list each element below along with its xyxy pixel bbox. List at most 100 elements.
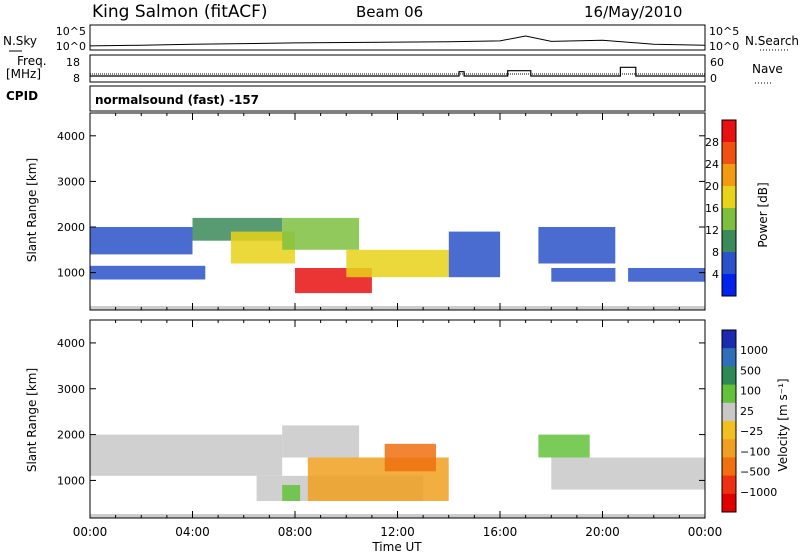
power-cells bbox=[90, 217, 705, 310]
power-colorbar-segment bbox=[722, 164, 736, 187]
xtick-label: 08:00 bbox=[278, 525, 313, 539]
cpid-label: CPID bbox=[6, 89, 38, 103]
freq-panel: Freq. [MHz] Nave 18 8 60 0 bbox=[6, 54, 783, 85]
velocity-colorbar-tick: −500 bbox=[740, 466, 770, 479]
ytick-label: 4000 bbox=[57, 337, 85, 350]
scatter-region-6 bbox=[538, 434, 590, 458]
power-colorbar-segment bbox=[722, 252, 736, 275]
scatter-region-0 bbox=[90, 227, 193, 255]
velocity-colorbar-segment bbox=[722, 439, 736, 458]
power-ylabel: Slant Range [km] bbox=[25, 158, 39, 262]
power-colorbar-label: Power [dB] bbox=[756, 182, 770, 247]
scatter-region-1 bbox=[282, 425, 360, 458]
nsearch-label: N.Search bbox=[745, 34, 799, 48]
nave-tick-top: 60 bbox=[710, 56, 724, 69]
velocity-yaxis: 4000 3000 2000 1000 bbox=[57, 337, 705, 487]
velocity-colorbar-segment bbox=[722, 493, 736, 513]
scatter-region-7 bbox=[448, 231, 501, 278]
scatter-region-4 bbox=[384, 443, 436, 472]
scatter-region-6 bbox=[346, 249, 449, 278]
power-colorbar: 28 24 20 16 12 8 4 bbox=[705, 119, 737, 297]
velocity-ylabel: Slant Range [km] bbox=[25, 368, 39, 472]
nave-label: Nave bbox=[752, 62, 783, 76]
freq-traces bbox=[90, 66, 705, 77]
x-axis-title: Time UT bbox=[371, 540, 422, 554]
velocity-colorbar-segment bbox=[722, 366, 736, 386]
power-colorbar-tick: 24 bbox=[705, 158, 719, 171]
noise-tick-left-bottom: 10^0 bbox=[56, 40, 86, 53]
power-colorbar-segment bbox=[722, 208, 736, 231]
power-colorbar-segment bbox=[722, 142, 736, 165]
power-colorbar-segment bbox=[722, 186, 736, 209]
scatter-region-0 bbox=[90, 434, 283, 476]
velocity-colorbar-tick: 100 bbox=[740, 385, 761, 398]
freq-panel-frame bbox=[89, 54, 706, 83]
velocity-colorbar: 1000 500 100 25 −25 −100 −500 −1000 bbox=[721, 329, 777, 513]
velocity-colorbar-tick: 500 bbox=[740, 364, 761, 377]
scatter-region-7 bbox=[551, 457, 706, 490]
power-colorbar-segment bbox=[722, 120, 736, 143]
ytick-label: 1000 bbox=[57, 267, 85, 280]
power-panel: Slant Range [km] 4000 3000 2000 1000 28 24 20… bbox=[25, 112, 770, 311]
ytick-label: 2000 bbox=[57, 221, 85, 234]
noise-panel: N.Sky N.Search 10^5 10^0 10^5 10^0 bbox=[3, 24, 799, 53]
velocity-colorbar-segment bbox=[722, 475, 736, 495]
ytick-label: 4000 bbox=[57, 130, 85, 143]
power-colorbar-tick: 16 bbox=[705, 202, 719, 215]
velocity-colorbar-frame bbox=[721, 329, 737, 513]
power-colorbar-segment bbox=[722, 230, 736, 253]
velocity-colorbar-tick: −25 bbox=[740, 425, 763, 438]
scatter-region-1 bbox=[90, 265, 206, 280]
power-colorbar-tick: 28 bbox=[705, 136, 719, 149]
power-xaxis bbox=[89, 113, 706, 310]
scatter-region-4 bbox=[282, 217, 360, 250]
noise-traces bbox=[89, 35, 706, 47]
ytick-label: 3000 bbox=[57, 175, 85, 188]
ytick-label: 2000 bbox=[57, 429, 85, 442]
ytick-label: 3000 bbox=[57, 383, 85, 396]
freq-label-line1: Freq. bbox=[17, 54, 47, 68]
noise-panel-frame bbox=[89, 24, 706, 51]
noise-tick-right-bottom: 10^0 bbox=[709, 40, 739, 53]
scatter-region-9 bbox=[551, 268, 616, 282]
scatter-region-10 bbox=[628, 268, 705, 282]
scatter-region-5 bbox=[282, 485, 301, 501]
beam-title: Beam 06 bbox=[356, 3, 423, 21]
nsky-label: N.Sky bbox=[3, 34, 37, 48]
xtick-label: 00:00 bbox=[688, 525, 723, 539]
freq-label-line2: [MHz] bbox=[6, 67, 41, 81]
power-colorbar-frame bbox=[721, 119, 737, 297]
ytick-label: 1000 bbox=[57, 474, 85, 487]
xtick-label: 16:00 bbox=[483, 525, 518, 539]
power-colorbar-segment bbox=[722, 274, 736, 297]
velocity-xaxis: 00:00 04:00 08:00 12:00 16:00 20:00 00:00 bbox=[73, 320, 723, 539]
nave-tick-bottom: 0 bbox=[710, 72, 717, 85]
scatter-region-8 bbox=[538, 227, 616, 264]
cpid-panel-frame bbox=[89, 85, 706, 112]
freq-tick-top: 18 bbox=[66, 56, 80, 69]
velocity-colorbar-tick: −1000 bbox=[740, 486, 777, 499]
velocity-colorbar-segment bbox=[722, 384, 736, 404]
noise-tick-left-top: 10^5 bbox=[56, 25, 86, 38]
nsky-trace bbox=[89, 35, 706, 47]
power-yaxis: 4000 3000 2000 1000 bbox=[57, 130, 705, 280]
power-colorbar-tick: 12 bbox=[705, 224, 719, 237]
power-colorbar-tick: 8 bbox=[712, 246, 719, 259]
nave-trace bbox=[90, 66, 705, 77]
velocity-colorbar-tick: 25 bbox=[740, 405, 754, 418]
velocity-colorbar-segment bbox=[722, 330, 736, 349]
cpid-panel: CPID normalsound (fast) -157 bbox=[6, 85, 706, 112]
power-colorbar-tick: 4 bbox=[712, 268, 719, 281]
xtick-label: 12:00 bbox=[380, 525, 415, 539]
date-title: 16/May/2010 bbox=[584, 3, 682, 21]
station-title: King Salmon (fitACF) bbox=[92, 2, 268, 22]
velocity-panel: Slant Range [km] 4000 3000 2000 1000 00:00 0… bbox=[25, 319, 790, 554]
velocity-colorbar-segment bbox=[722, 348, 736, 367]
freq-tick-bottom: 8 bbox=[73, 72, 80, 85]
noise-tick-right-top: 10^5 bbox=[709, 25, 739, 38]
velocity-colorbar-tick: 1000 bbox=[740, 344, 768, 357]
xtick-label: 00:00 bbox=[73, 525, 108, 539]
power-colorbar-tick: 20 bbox=[705, 180, 719, 193]
velocity-colorbar-segment bbox=[722, 457, 736, 477]
velocity-colorbar-label: Velocity [m s⁻¹] bbox=[776, 378, 790, 471]
